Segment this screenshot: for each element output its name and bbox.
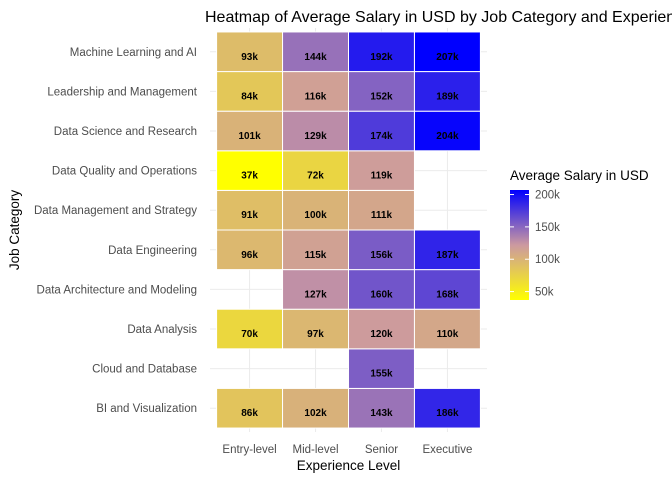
heatmap-cell [348,387,415,429]
x-tick-label: Entry-level [222,444,276,456]
cell-value-label: 187k [436,250,459,261]
y-tick-label: Data Engineering [108,245,197,257]
x-tick-label: Executive [422,444,472,456]
heatmap-cell [348,31,415,73]
heatmap-cell [282,71,349,112]
heatmap-cell [282,229,349,271]
cell-value-label: 156k [370,250,393,261]
cell-value-label: 111k [371,210,393,221]
x-axis-title: Experience Level [297,458,401,473]
cell-value-label: 101k [238,131,261,142]
legend-tick-label: 200k [535,190,560,202]
cell-value-label: 120k [370,329,393,340]
legend-tick-label: 100k [535,254,560,266]
x-tick-label: Senior [365,444,398,456]
heatmap-cell [216,308,284,350]
heatmap-cell [282,189,349,231]
cell-value-label: 144k [304,52,327,63]
heatmap-cell [216,71,284,112]
cell-value-label: 127k [304,289,327,300]
y-tick-label: Machine Learning and AI [70,47,197,59]
heatmap-cell [348,269,415,310]
cell-value-label: 97k [307,329,324,340]
heatmap-cell [413,387,481,429]
color-legend: Average Salary in USD 50k 100k 150k 200k [510,168,649,300]
legend-tick-label: 150k [535,222,560,234]
heatmap-cell [348,110,415,152]
heatmap-cell [282,110,349,152]
y-axis-tick-labels: BI and Visualization Cloud and Database Da… [34,47,198,415]
y-axis-title: Job Category [7,190,22,271]
heatmap-cell [216,229,284,271]
cell-value-label: 160k [370,289,393,300]
cell-value-label: 70k [241,329,258,340]
heatmap-cell [216,150,284,191]
heatmap-cell [282,269,349,310]
heatmap-cell [282,308,349,350]
heatmap-cell [413,110,481,152]
cell-value-label: 72k [307,171,324,182]
cell-value-label: 186k [436,408,459,419]
cell-value-label: 110k [437,329,459,340]
heatmap-cells [216,31,481,429]
y-tick-label: Cloud and Database [92,364,197,376]
y-tick-label: Data Architecture and Modeling [37,284,197,296]
cell-value-label: 204k [436,131,459,142]
x-tick-label: Mid-level [293,444,339,456]
heatmap-cell [413,308,481,350]
heatmap-cell [348,348,415,389]
y-tick-label: Data Analysis [127,324,197,336]
cell-value-label: 152k [370,91,393,102]
heatmap-cell [348,229,415,271]
heatmap-cell [282,31,349,73]
heatmap-cell [348,308,415,350]
heatmap-cell [413,269,481,310]
cell-value-label: 84k [241,91,258,102]
cell-value-label: 189k [436,91,459,102]
y-tick-label: Data Quality and Operations [52,166,197,178]
heatmap-cell [348,189,415,231]
legend-ticks: 50k 100k 150k 200k [510,190,560,299]
y-tick-label: BI and Visualization [96,403,197,415]
cell-value-label: 91k [241,210,258,221]
y-tick-label: Leadership and Management [47,86,197,98]
heatmap-cell [216,31,284,73]
cell-value-label: 102k [304,408,327,419]
cell-value-label: 119k [371,171,393,182]
cell-labels: 86k 102k 143k 186k 155k 70k 97k 120k 110k 127k 160… [238,52,459,419]
cell-value-label: 116k [305,91,327,102]
cell-value-label: 93k [241,52,258,63]
cell-value-label: 100k [304,210,327,221]
cell-value-label: 207k [436,52,459,63]
y-tick-label: Data Management and Strategy [34,205,197,217]
cell-value-label: 129k [304,131,327,142]
cell-value-label: 86k [241,408,258,419]
cell-value-label: 168k [436,289,459,300]
cell-value-label: 192k [370,52,393,63]
legend-tick-label: 50k [535,287,554,299]
chart-title: Heatmap of Average Salary in USD by Job … [205,9,672,26]
heatmap-cell [348,71,415,112]
heatmap-cell [216,189,284,231]
legend-title: Average Salary in USD [510,168,649,183]
cell-value-label: 37k [241,171,258,182]
y-tick-label: Data Science and Research [54,126,197,138]
cell-value-label: 174k [370,131,393,142]
cell-value-label: 143k [370,408,393,419]
cell-value-label: 115k [305,250,327,261]
cell-value-label: 155k [370,369,393,380]
heatmap-cell [216,110,284,152]
heatmap-cell [413,229,481,271]
cell-value-label: 96k [241,250,258,261]
heatmap-cell [413,31,481,73]
x-axis-tick-labels: Entry-level Mid-level Senior Executive [222,444,472,456]
legend-color-bar [510,190,529,300]
